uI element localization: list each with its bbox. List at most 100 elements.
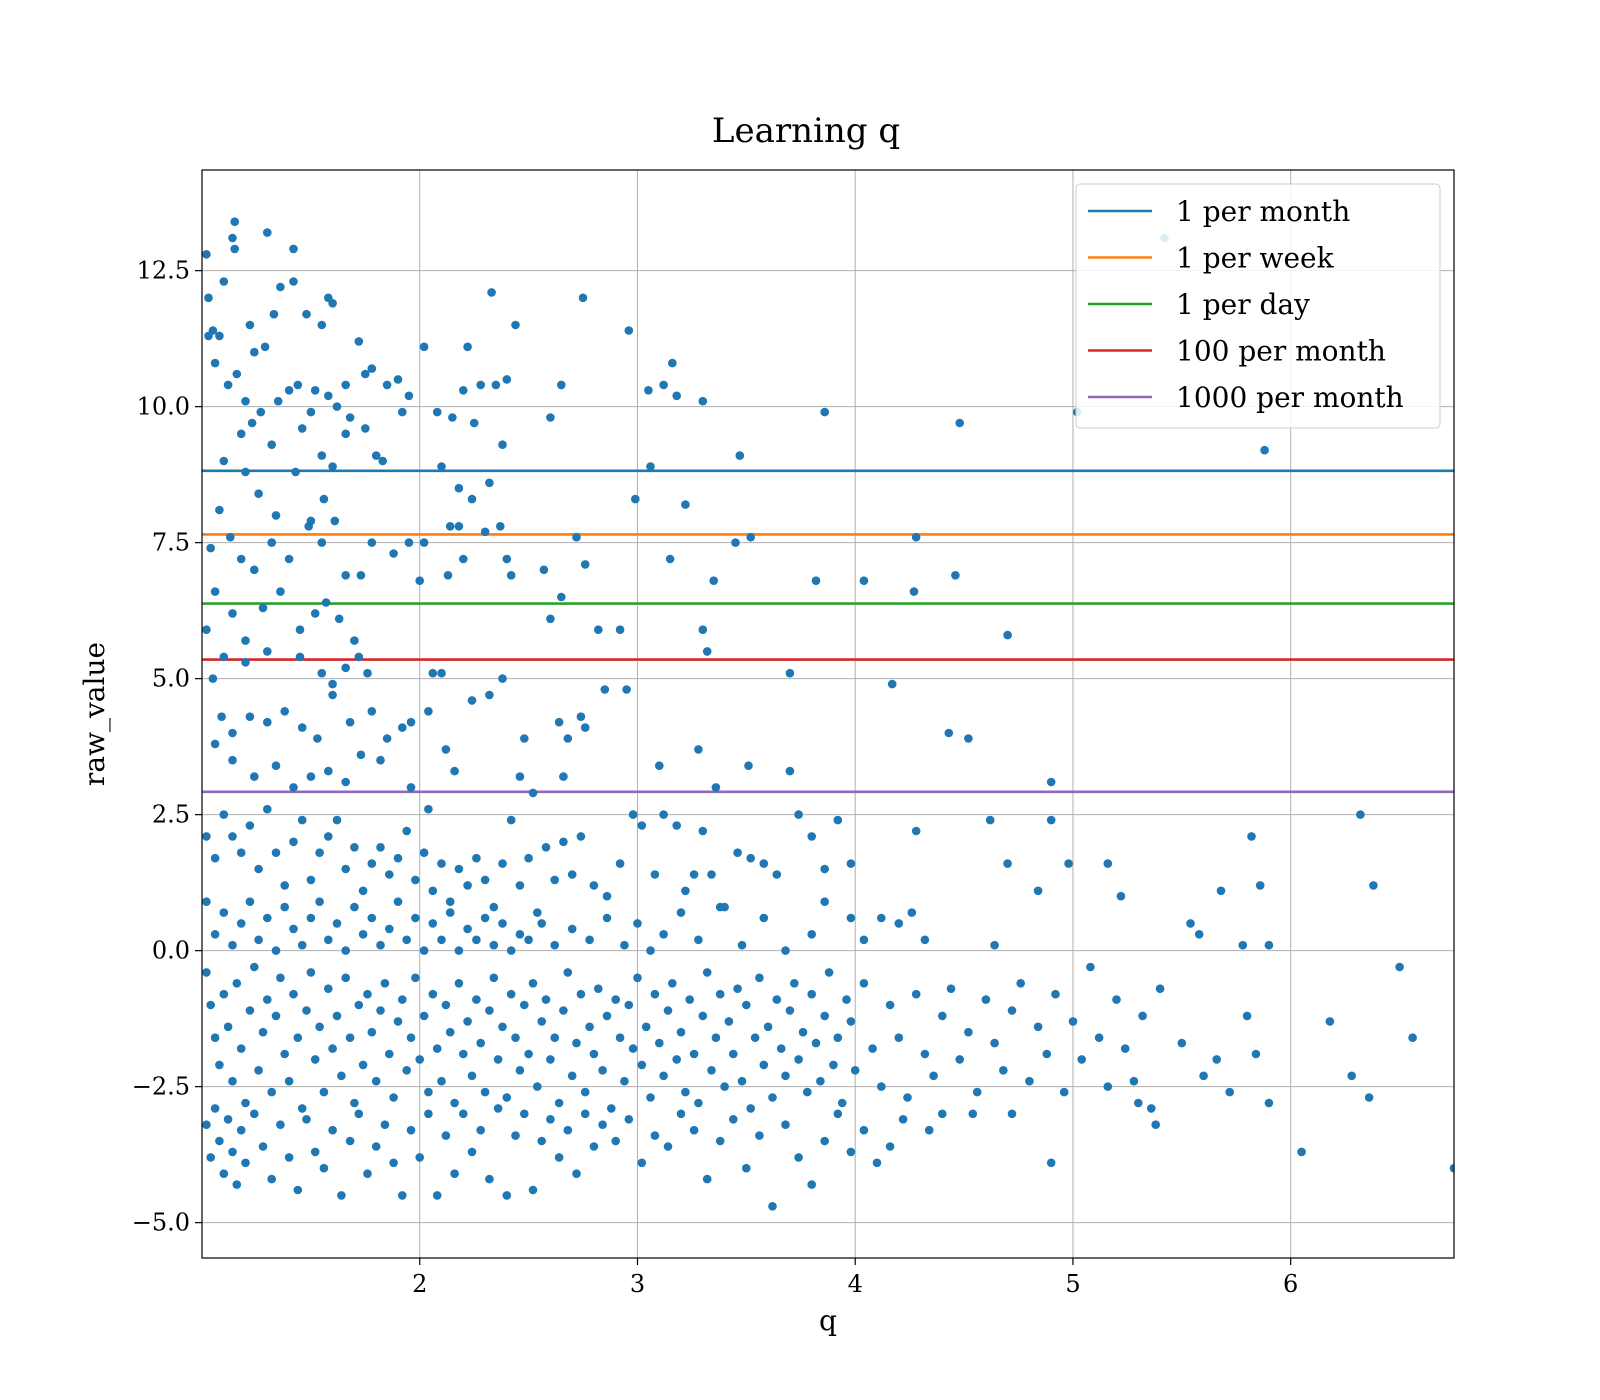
data-point — [663, 1006, 673, 1015]
data-point — [202, 832, 211, 841]
data-point — [1046, 777, 1056, 787]
data-point — [219, 277, 229, 286]
data-point — [267, 440, 277, 450]
data-point — [245, 712, 255, 721]
data-point — [794, 1153, 803, 1162]
data-point — [424, 804, 433, 814]
data-point — [515, 881, 525, 890]
data-point — [480, 527, 490, 537]
data-point — [393, 897, 403, 906]
data-point — [437, 1076, 446, 1086]
data-point — [929, 1071, 938, 1081]
data-point — [820, 897, 829, 906]
data-point — [885, 1142, 895, 1151]
data-point — [1177, 1038, 1187, 1048]
data-point — [467, 1071, 477, 1081]
data-point — [681, 500, 690, 509]
data-point — [655, 1038, 664, 1048]
data-point — [291, 467, 300, 477]
data-point — [920, 1049, 930, 1059]
data-point — [267, 1087, 277, 1097]
data-point — [689, 1125, 699, 1135]
data-point — [1325, 1017, 1335, 1026]
data-point — [226, 532, 235, 542]
data-point — [1264, 1098, 1274, 1108]
data-point — [415, 1153, 425, 1162]
data-point — [633, 919, 642, 928]
data-point — [302, 1115, 311, 1124]
data-point — [406, 783, 416, 792]
chart-title: Learning q — [712, 111, 900, 151]
data-point — [319, 1087, 329, 1097]
data-point — [306, 407, 316, 417]
data-point — [807, 989, 816, 999]
data-point — [816, 1076, 825, 1086]
data-point — [206, 1153, 215, 1162]
data-point — [489, 902, 499, 912]
data-point — [759, 1060, 769, 1070]
data-point — [580, 560, 590, 569]
data-point — [350, 902, 359, 912]
data-point — [332, 919, 342, 928]
data-point — [467, 494, 477, 504]
data-point — [232, 979, 242, 988]
data-point — [230, 244, 239, 254]
data-point — [219, 1169, 229, 1178]
data-point — [236, 429, 246, 439]
data-point — [824, 968, 834, 977]
data-point — [241, 636, 250, 645]
data-point — [254, 864, 263, 874]
data-point — [367, 364, 377, 373]
data-point — [594, 625, 603, 634]
y-tick-label: −2.5 — [132, 1073, 190, 1101]
data-point — [376, 843, 385, 852]
data-point — [459, 1049, 468, 1059]
data-point — [1033, 886, 1043, 896]
x-tick-label: 6 — [1283, 1270, 1298, 1298]
data-point — [223, 1022, 233, 1032]
data-point — [393, 1017, 403, 1026]
data-point — [646, 462, 655, 471]
data-point — [258, 1142, 268, 1151]
data-point — [981, 995, 991, 1004]
data-point — [445, 522, 455, 531]
data-point — [341, 864, 351, 874]
data-point — [402, 826, 412, 836]
data-point — [315, 848, 324, 857]
y-tick-label: 10.0 — [137, 393, 190, 421]
data-point — [228, 1147, 237, 1157]
data-point — [711, 1033, 721, 1042]
data-point — [254, 1066, 263, 1075]
data-point — [846, 859, 856, 868]
data-point — [215, 331, 224, 341]
data-point — [356, 750, 366, 760]
data-point — [485, 1006, 494, 1015]
data-point — [781, 946, 790, 955]
data-point — [744, 761, 753, 770]
data-point — [317, 668, 327, 678]
data-point — [546, 1055, 555, 1064]
data-point — [1260, 445, 1269, 455]
data-point — [1033, 1022, 1043, 1032]
data-point — [894, 919, 904, 928]
data-point — [972, 1087, 982, 1097]
data-point — [302, 309, 311, 319]
data-point — [472, 935, 481, 945]
data-point — [676, 1027, 686, 1037]
data-point — [223, 1115, 233, 1124]
data-point — [1247, 832, 1256, 841]
data-point — [572, 1169, 581, 1178]
data-point — [437, 462, 446, 471]
data-point — [354, 652, 364, 662]
data-point — [228, 940, 237, 950]
data-point — [260, 342, 270, 352]
data-point — [837, 1098, 847, 1108]
data-point — [515, 930, 525, 939]
data-point — [485, 690, 494, 700]
data-point — [376, 1006, 385, 1015]
plot-frame — [201, 169, 1455, 1259]
data-point — [378, 456, 388, 466]
data-point — [746, 532, 755, 542]
data-point — [236, 848, 246, 857]
data-point — [1103, 1082, 1113, 1091]
